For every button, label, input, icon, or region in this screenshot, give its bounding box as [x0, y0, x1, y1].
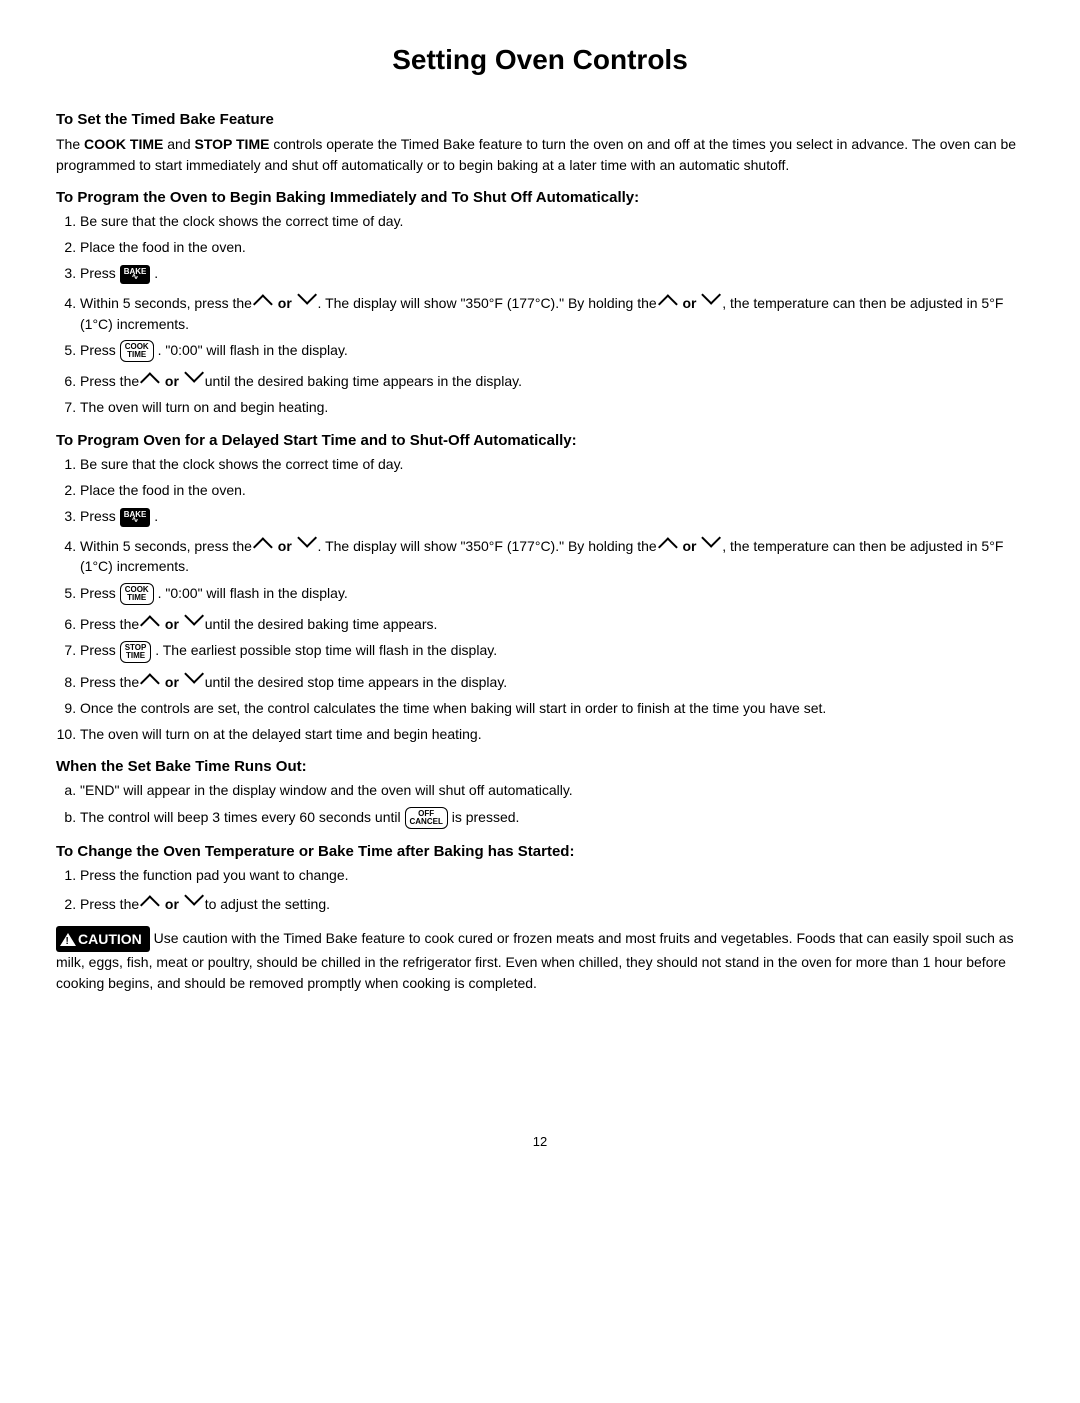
list-item: Place the food in the oven.: [80, 237, 1024, 257]
list-item: Within 5 seconds, press the or . The dis…: [80, 533, 1024, 577]
section-heading: To Set the Timed Bake Feature: [56, 109, 1024, 131]
list-item: Press the or to adjust the setting.: [80, 891, 1024, 914]
down-arrow-icon: [296, 295, 314, 311]
prog-a-heading: To Program the Oven to Begin Baking Imme…: [56, 187, 1024, 209]
down-arrow-icon: [183, 674, 201, 690]
up-arrow-icon: [256, 538, 274, 554]
text: or: [278, 538, 296, 554]
change-list: Press the function pad you want to chang…: [56, 865, 1024, 915]
cook-time-button-icon: COOKTIME: [120, 583, 154, 605]
down-arrow-icon: [296, 538, 314, 554]
intro-pre: The: [56, 136, 84, 152]
up-arrow-icon: [143, 373, 161, 389]
text: until the desired stop time appears in t…: [205, 674, 507, 690]
intro-mid: and: [163, 136, 194, 152]
text: Press: [80, 508, 120, 524]
text: Press: [80, 642, 120, 658]
list-item: Within 5 seconds, press the or . The dis…: [80, 290, 1024, 334]
caution-label: CAUTION: [78, 931, 142, 947]
section-intro: The COOK TIME and STOP TIME controls ope…: [56, 134, 1024, 175]
warning-triangle-icon: [60, 933, 76, 946]
page-number: 12: [56, 1133, 1024, 1152]
text: Within 5 seconds, press the: [80, 538, 256, 554]
text: . The display will show "350°F (177°C)."…: [318, 538, 661, 554]
up-arrow-icon: [143, 674, 161, 690]
list-item: Press BAKE .: [80, 263, 1024, 284]
up-arrow-icon: [256, 295, 274, 311]
bake-button-icon: BAKE: [120, 265, 151, 284]
list-item: The oven will turn on at the delayed sta…: [80, 724, 1024, 744]
page-title: Setting Oven Controls: [56, 40, 1024, 81]
up-arrow-icon: [661, 538, 679, 554]
list-item: "END" will appear in the display window …: [80, 780, 1024, 800]
list-item: Press COOKTIME . "0:00" will flash in th…: [80, 583, 1024, 605]
cook-time-button-icon: COOKTIME: [120, 340, 154, 362]
list-item: The oven will turn on and begin heating.: [80, 397, 1024, 417]
down-arrow-icon: [183, 616, 201, 632]
list-item: Once the controls are set, the control c…: [80, 698, 1024, 718]
text: . "0:00" will flash in the display.: [158, 342, 348, 358]
text: . The earliest possible stop time will f…: [155, 642, 497, 658]
list-item: The control will beep 3 times every 60 s…: [80, 807, 1024, 829]
text: . The display will show "350°F (177°C)."…: [318, 295, 661, 311]
list-item: Press the or until the desired stop time…: [80, 669, 1024, 692]
text: Press the: [80, 896, 143, 912]
text: Press the: [80, 373, 143, 389]
text: or: [165, 674, 183, 690]
stop-time-button-icon: STOPTIME: [120, 641, 152, 663]
text: Press the: [80, 674, 143, 690]
list-item: Press BAKE .: [80, 506, 1024, 527]
text: until the desired baking time appears in…: [205, 373, 522, 389]
text: The control will beep 3 times every 60 s…: [80, 809, 405, 825]
up-arrow-icon: [143, 616, 161, 632]
text: or: [278, 295, 296, 311]
down-arrow-icon: [700, 295, 718, 311]
bake-button-icon: BAKE: [120, 508, 151, 527]
list-item: Place the food in the oven.: [80, 480, 1024, 500]
list-item: Press the or until the desired baking ti…: [80, 368, 1024, 391]
down-arrow-icon: [183, 373, 201, 389]
text: Press the: [80, 616, 143, 632]
list-item: Press the function pad you want to chang…: [80, 865, 1024, 885]
list-item: Be sure that the clock shows the correct…: [80, 211, 1024, 231]
text: or: [682, 538, 700, 554]
prog-b-heading: To Program Oven for a Delayed Start Time…: [56, 430, 1024, 452]
prog-b-list: Be sure that the clock shows the correct…: [56, 454, 1024, 745]
runsout-list: "END" will appear in the display window …: [56, 780, 1024, 829]
list-item: Press STOPTIME . The earliest possible s…: [80, 640, 1024, 662]
text: is pressed.: [452, 809, 520, 825]
text: .: [154, 265, 158, 281]
text: Press: [80, 585, 120, 601]
text: or: [165, 616, 183, 632]
list-item: Press COOKTIME . "0:00" will flash in th…: [80, 340, 1024, 362]
text: Within 5 seconds, press the: [80, 295, 256, 311]
text: or: [682, 295, 700, 311]
text: to adjust the setting.: [205, 896, 330, 912]
text: Press: [80, 265, 120, 281]
text: or: [165, 373, 183, 389]
text: or: [165, 896, 183, 912]
text: Press: [80, 342, 120, 358]
runsout-heading: When the Set Bake Time Runs Out:: [56, 756, 1024, 778]
text: . "0:00" will flash in the display.: [158, 585, 348, 601]
change-heading: To Change the Oven Temperature or Bake T…: [56, 841, 1024, 863]
caution-para: CAUTION Use caution with the Timed Bake …: [56, 926, 1024, 993]
off-cancel-button-icon: OFFCANCEL: [405, 807, 448, 829]
caution-badge: CAUTION: [56, 926, 150, 952]
intro-stoptime: STOP TIME: [195, 136, 270, 152]
list-item: Be sure that the clock shows the correct…: [80, 454, 1024, 474]
text: until the desired baking time appears.: [205, 616, 438, 632]
text: .: [154, 508, 158, 524]
up-arrow-icon: [661, 295, 679, 311]
caution-text: Use caution with the Timed Bake feature …: [56, 930, 1014, 991]
list-item: Press the or until the desired baking ti…: [80, 611, 1024, 634]
intro-cooktime: COOK TIME: [84, 136, 163, 152]
up-arrow-icon: [143, 896, 161, 912]
down-arrow-icon: [183, 896, 201, 912]
down-arrow-icon: [700, 538, 718, 554]
prog-a-list: Be sure that the clock shows the correct…: [56, 211, 1024, 418]
